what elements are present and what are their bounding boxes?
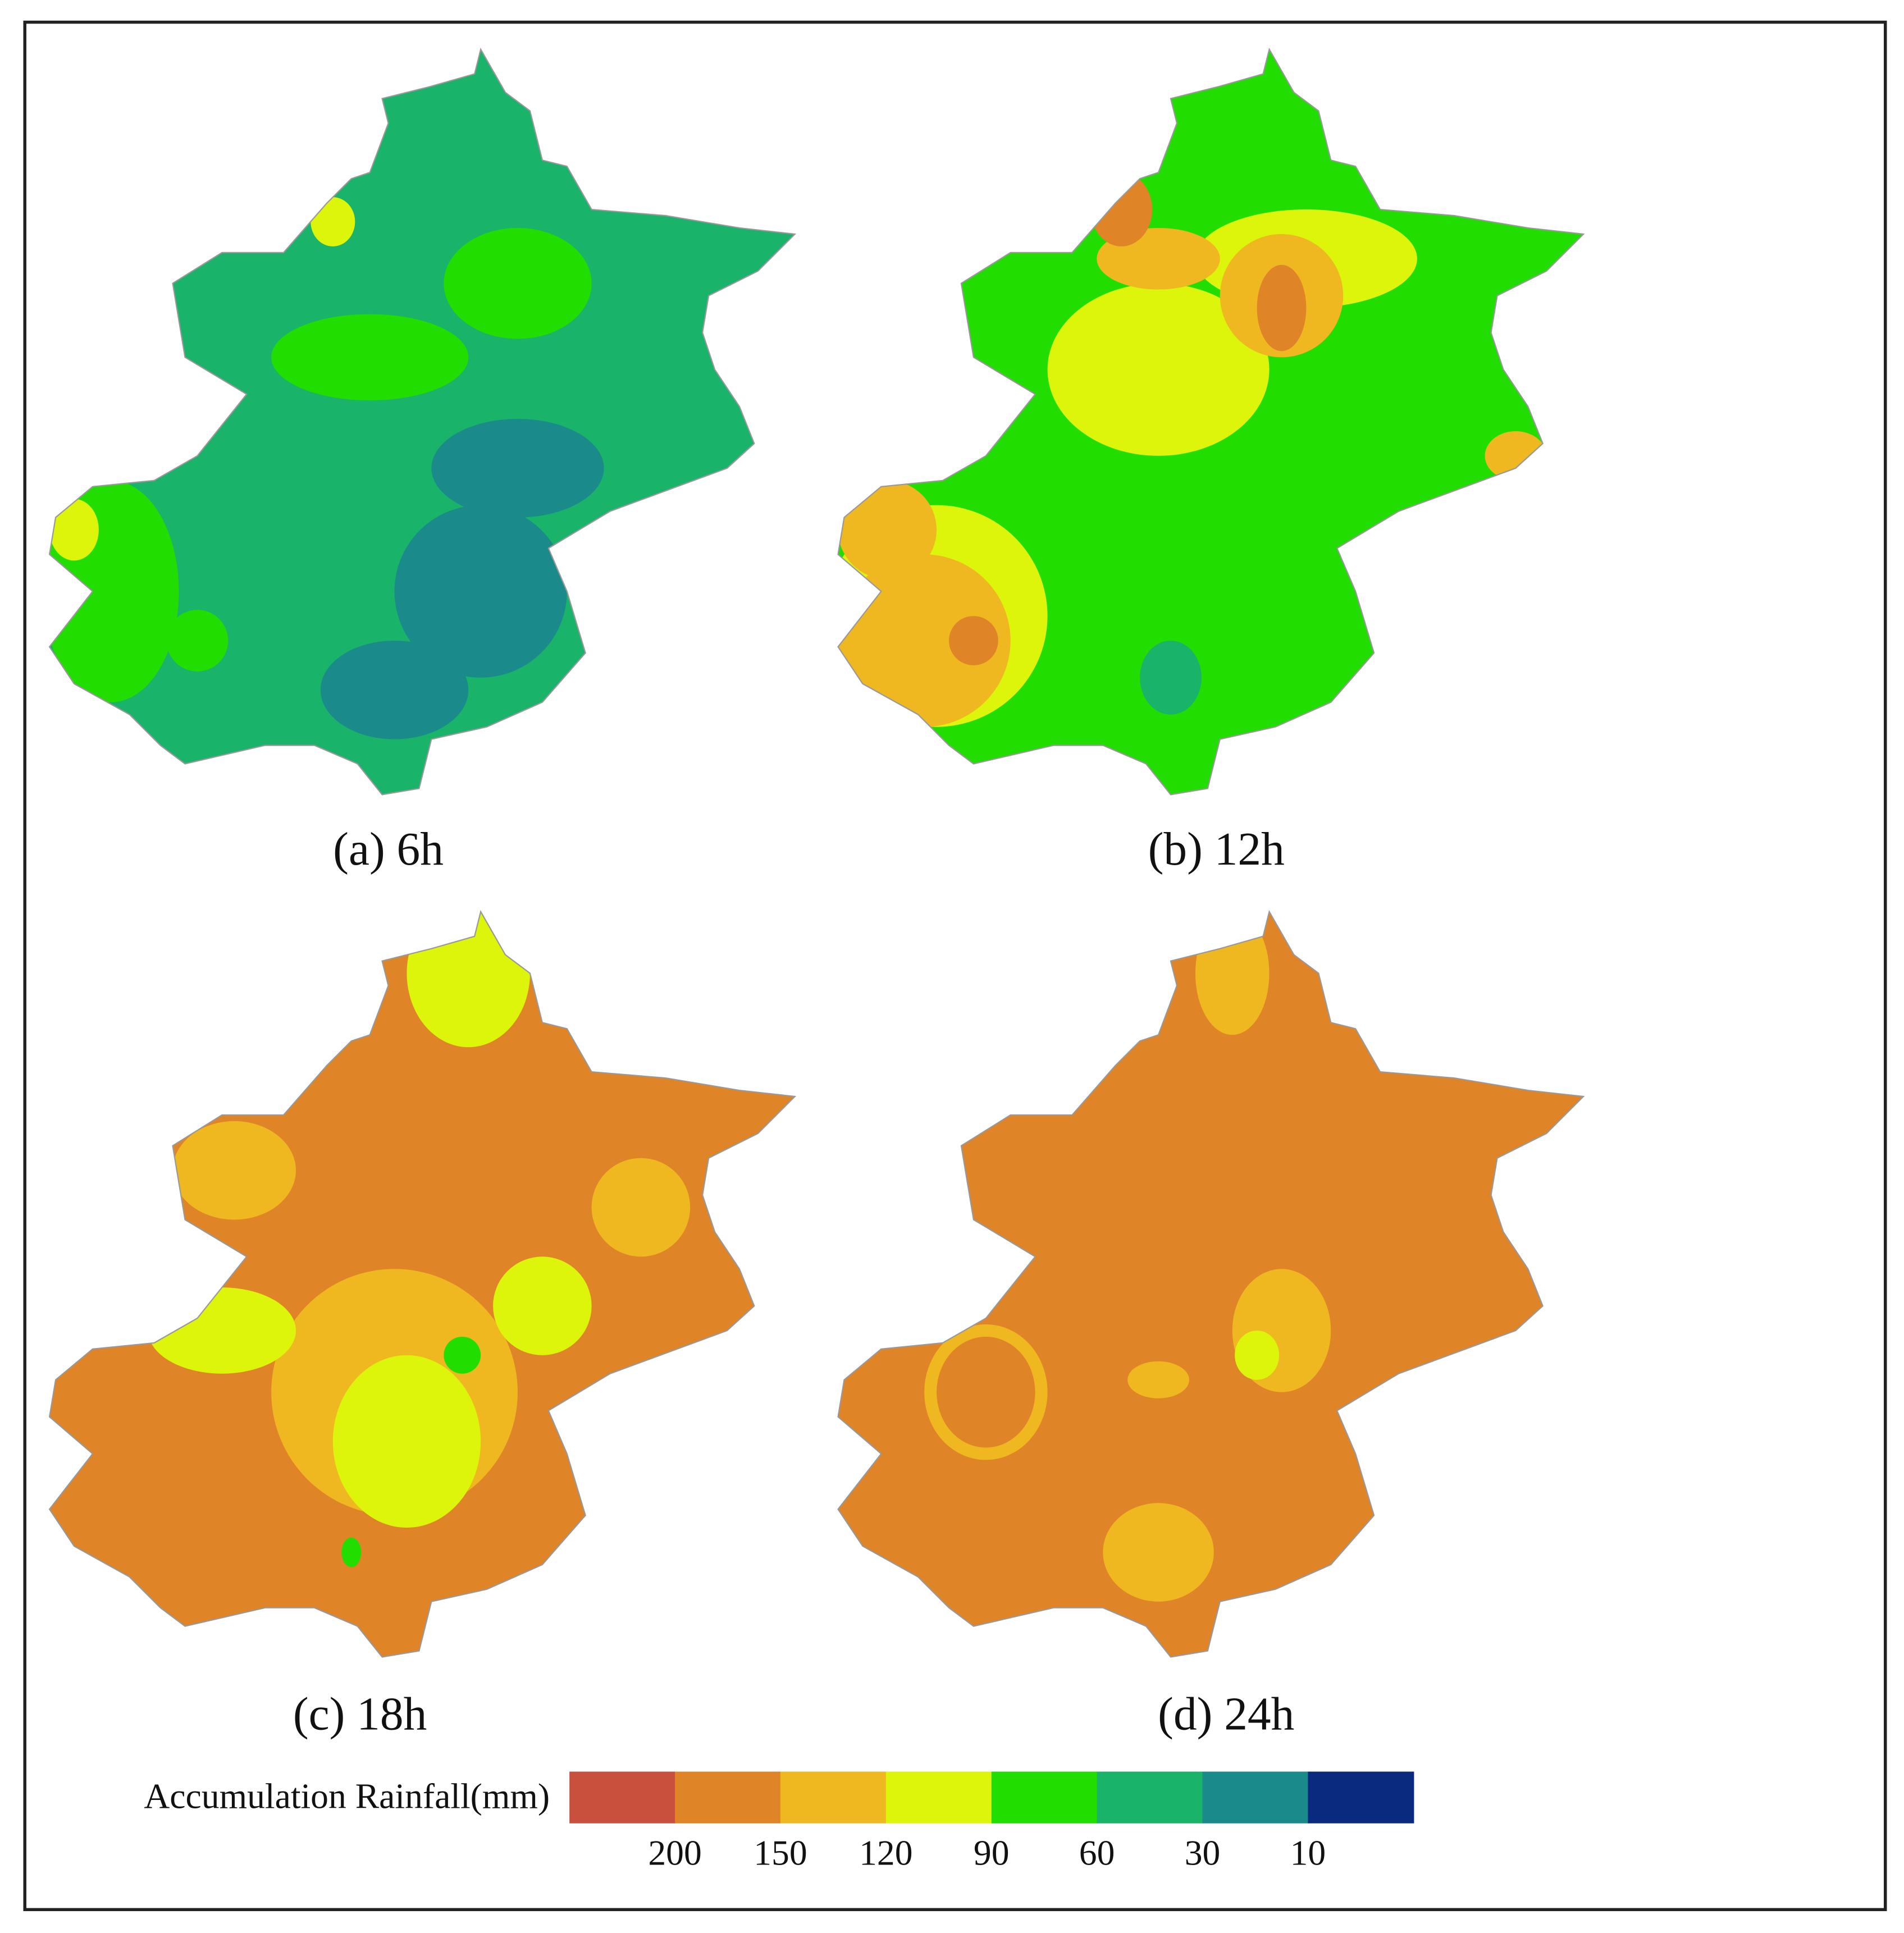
map-panel bbox=[837, 48, 1585, 796]
legend-tick-label: 150 bbox=[754, 1833, 807, 1873]
legend-swatch bbox=[675, 1771, 782, 1824]
legend-tick-label: 30 bbox=[1185, 1833, 1221, 1873]
legend-title: Accumulation Rainfall(mm) bbox=[144, 1776, 550, 1816]
panel-label: (c) 18h bbox=[293, 1688, 427, 1740]
legend-swatch bbox=[569, 1771, 676, 1824]
legend-swatch bbox=[1202, 1771, 1309, 1824]
panel-label: (a) 6h bbox=[333, 824, 444, 875]
legend-swatch bbox=[885, 1771, 992, 1824]
legend-swatch bbox=[991, 1771, 1098, 1824]
legend: 200 150 120 90 60 30 10 bbox=[569, 1771, 1414, 1873]
frame bbox=[23, 20, 1887, 1912]
panel-label: (b) 12h bbox=[1148, 824, 1285, 875]
legend-tick-label: 200 bbox=[648, 1833, 701, 1873]
legend-swatch bbox=[1097, 1771, 1203, 1824]
map-panel bbox=[837, 911, 1585, 1658]
legend-tick-label: 60 bbox=[1079, 1833, 1115, 1873]
legend-swatch bbox=[1308, 1771, 1414, 1824]
map-panel bbox=[49, 911, 796, 1658]
map-panel bbox=[49, 48, 796, 796]
legend-swatch bbox=[780, 1771, 887, 1824]
legend-tick-label: 10 bbox=[1290, 1833, 1326, 1873]
legend-tick-label: 120 bbox=[859, 1833, 912, 1873]
panel-label: (d) 24h bbox=[1158, 1688, 1294, 1740]
legend-tick-label: 90 bbox=[974, 1833, 1010, 1873]
